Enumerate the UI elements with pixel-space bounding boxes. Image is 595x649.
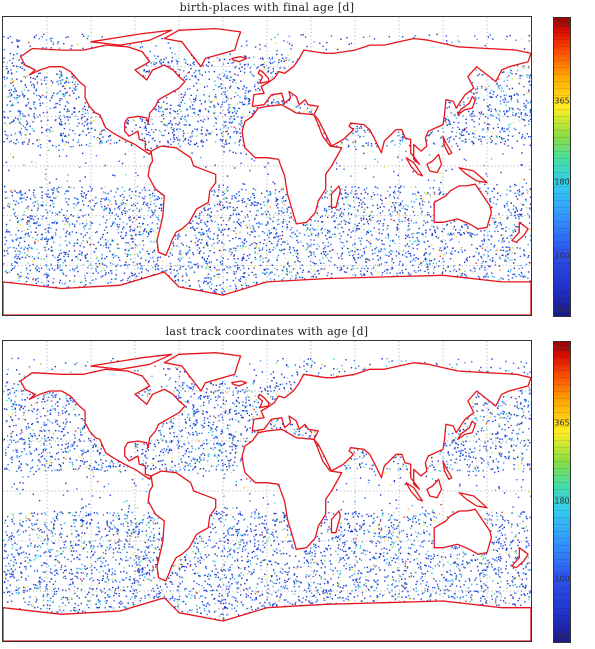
panel-2-land-sumatra	[405, 482, 424, 502]
panel-2-land-iceland	[231, 380, 248, 387]
panel-2-land-south-america	[147, 470, 217, 582]
panel-2-land-africa	[241, 428, 343, 550]
panel-2-colorbar: 730 365 180 100 56	[553, 341, 571, 643]
panel-1-land-europe-asia	[251, 37, 531, 165]
panel-1-land-south-america	[147, 145, 217, 257]
panel-1-colorbar: 730 365 180 100 56	[553, 17, 571, 317]
panel-2-land-north-america	[19, 368, 186, 480]
panel-1-land-japan	[457, 95, 476, 116]
panel-1-tick-100: 100	[554, 251, 570, 261]
panel-2-land-madagascar	[330, 510, 341, 534]
panel-2-tick-365: 365	[554, 418, 570, 428]
panel-1-land-borneo	[426, 153, 443, 174]
panel-1-svg	[3, 17, 531, 315]
panel-1-land-iceland	[231, 56, 248, 63]
panel-2-map	[2, 340, 532, 642]
panel-2-land-australia	[433, 508, 493, 555]
panel-2-land-borneo	[426, 478, 443, 499]
panel-1-tick-365: 365	[554, 96, 570, 106]
panel-1-land-australia	[433, 183, 493, 230]
panel-2-land-philippines	[442, 460, 453, 480]
panel-2-tick-180: 180	[554, 496, 570, 506]
panel-2-svg	[3, 341, 531, 641]
panel-2-tick-100: 100	[554, 574, 570, 584]
panel-2-land-new-guinea	[458, 492, 488, 509]
panel-2-land-antarctica	[3, 597, 531, 641]
panel-2-land-new-zealand	[511, 547, 529, 569]
panel-2-title: last track coordinates with age [d]	[165, 325, 369, 338]
panel-1-land-uk	[257, 69, 270, 84]
panel-2-drift-points	[3, 357, 531, 621]
panel-1-drift-points	[3, 33, 531, 296]
panel-2-tick-56: 56	[556, 631, 568, 641]
panel-2-coastlines	[3, 352, 531, 641]
panel-1-tick-180: 180	[554, 177, 570, 187]
panel-2-land-japan	[457, 420, 476, 440]
panel-1-land-new-zealand	[511, 221, 529, 243]
panel-1-land-north-america	[19, 44, 186, 156]
panel-1-tick-56: 56	[556, 305, 568, 315]
panel-1-coastlines	[3, 27, 531, 315]
panel-1-land-greenland	[163, 27, 242, 68]
panel-1-land-antarctica	[3, 271, 531, 315]
panel-1-tick-730: 730	[554, 19, 570, 29]
panel-2-land-uk	[257, 393, 270, 409]
panel-1-land-africa	[241, 104, 343, 225]
panel-1-land-sumatra	[405, 157, 424, 177]
panel-2-land-greenland	[163, 352, 242, 392]
panel-2-land-arctic-islands	[90, 353, 173, 370]
panel-1-map	[2, 16, 532, 316]
panel-1-land-new-guinea	[458, 167, 488, 184]
panel-1-title: birth-places with final age [d]	[179, 1, 355, 14]
panel-2-tick-730: 730	[554, 343, 570, 353]
panel-2-land-europe-asia	[251, 362, 531, 490]
panel-1-land-madagascar	[330, 185, 341, 209]
panel-1-land-philippines	[442, 135, 453, 156]
panel-1-land-arctic-islands	[90, 29, 173, 46]
